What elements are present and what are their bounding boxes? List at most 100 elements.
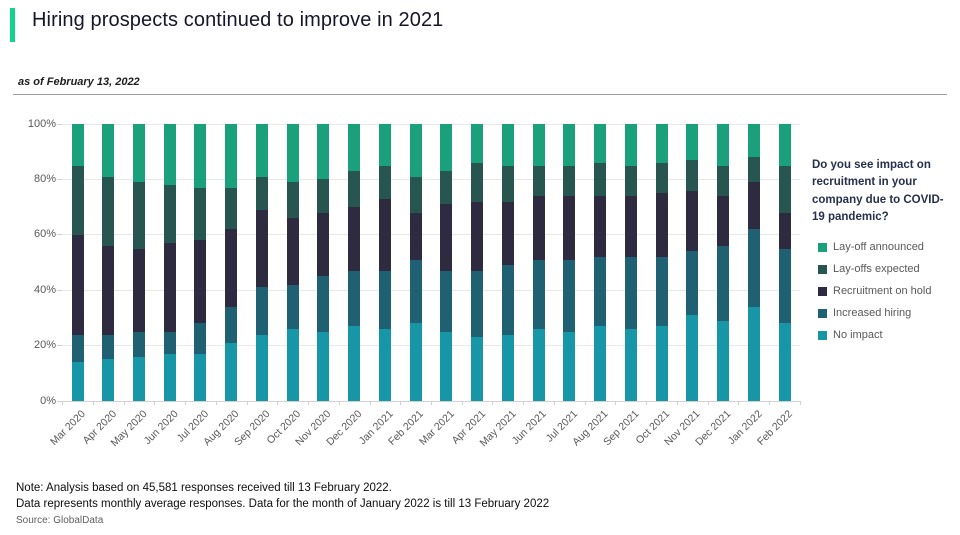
y-axis-label: 0% [40,394,56,407]
legend-swatch [818,286,827,296]
bar-segment [71,165,84,235]
bar-segment [286,124,299,183]
bar-segment [132,248,145,332]
bar-segment [778,165,791,213]
gridline [62,123,800,125]
bar-segment [317,124,330,180]
gridline [62,345,800,347]
bar-segment [471,201,484,271]
stacked-bar [471,124,484,401]
bar-segment [132,182,145,249]
y-axis-tick [57,345,62,347]
legend-item-label: Increased hiring [833,307,912,319]
x-axis-tick [369,401,371,405]
bar-segment [747,124,760,158]
bar-segment [194,353,207,401]
bar-segment [594,124,607,163]
bar-segment [532,124,545,166]
bar-segment [717,245,730,321]
x-axis-tick [62,401,64,405]
x-axis-tick [676,401,678,405]
bar-segment [471,124,484,163]
bar-segment [655,256,668,327]
bar-segment [717,196,730,246]
bar-segment [194,187,207,241]
stacked-bar [501,124,514,401]
bar-segment [778,212,791,249]
bar-segment [71,124,84,166]
bar-segment [501,165,514,202]
bar-segment [378,270,391,329]
stacked-bar [532,124,545,401]
stacked-bar [194,124,207,401]
bar-segment [255,176,268,210]
bar-segment [778,248,791,324]
bar-segment [532,196,545,260]
bar-segment [409,124,422,177]
y-axis-tick [57,400,62,402]
bar-segment [255,287,268,335]
bar-segment [563,124,576,166]
x-axis-tick [92,401,94,405]
stacked-bar [686,124,699,401]
x-axis-tick [246,401,248,405]
bar-segment [71,234,84,335]
bar-segment [71,362,84,401]
bar-segment [409,259,422,324]
stacked-bar [378,124,391,401]
bar-segment [225,306,238,343]
bar-segment [624,196,637,257]
legend-title: Do you see impact on recruitment in your… [812,159,944,223]
bar-segment [194,124,207,188]
bar-segment [563,165,576,197]
bar-segment [102,245,115,335]
x-axis-tick [461,401,463,405]
x-axis-tick [492,401,494,405]
legend-item-label: Recruitment on hold [833,285,932,297]
bar-segment [747,157,760,183]
stacked-bar [409,124,422,401]
legend-item: Lay-offs expected [818,258,954,280]
x-axis-tick [308,401,310,405]
bar-segment [163,353,176,401]
bar-segment [163,184,176,244]
bar-segment [686,251,699,316]
bar-segment [440,124,453,172]
as-of-date: as of February 13, 2022 [18,76,140,88]
bar-segment [102,359,115,401]
y-axis-tick [57,178,62,180]
plot-area: 0% 20% 40% 60% 80% 100% Mar 2020 Apr 2020 May 20… [28,118,801,449]
legend-swatch [818,308,827,318]
x-axis-tick [799,401,801,405]
bar-segment [624,256,637,329]
stacked-bar [594,124,607,401]
x-axis-tick [523,401,525,405]
y-axis-label: 40% [33,283,56,296]
bar-segment [286,328,299,401]
x-axis-tick [707,401,709,405]
bar-segment [594,256,607,327]
bar-segment [348,270,361,327]
legend-item: Recruitment on hold [818,280,954,302]
legend-item: No impact [818,324,954,346]
y-axis-tick [57,234,62,236]
bar-segment [594,196,607,257]
bar-segment [286,182,299,219]
bar-segment [163,124,176,185]
bar-segment [440,171,453,205]
bar-segment [778,323,791,401]
x-axis-tick [615,401,617,405]
bar-segment [409,176,422,213]
bar-segment [409,212,422,260]
bar-segment [71,334,84,363]
y-axis-label: 80% [33,172,56,185]
stacked-bar [102,124,115,401]
stacked-bar [655,124,668,401]
source-attribution: Source: GlobalData [16,515,104,526]
bar-segment [594,162,607,197]
x-axis-tick [338,401,340,405]
bar-segment [348,326,361,401]
bar-segment [440,270,453,332]
bar-segment [686,315,699,401]
y-axis-tick [57,289,62,291]
